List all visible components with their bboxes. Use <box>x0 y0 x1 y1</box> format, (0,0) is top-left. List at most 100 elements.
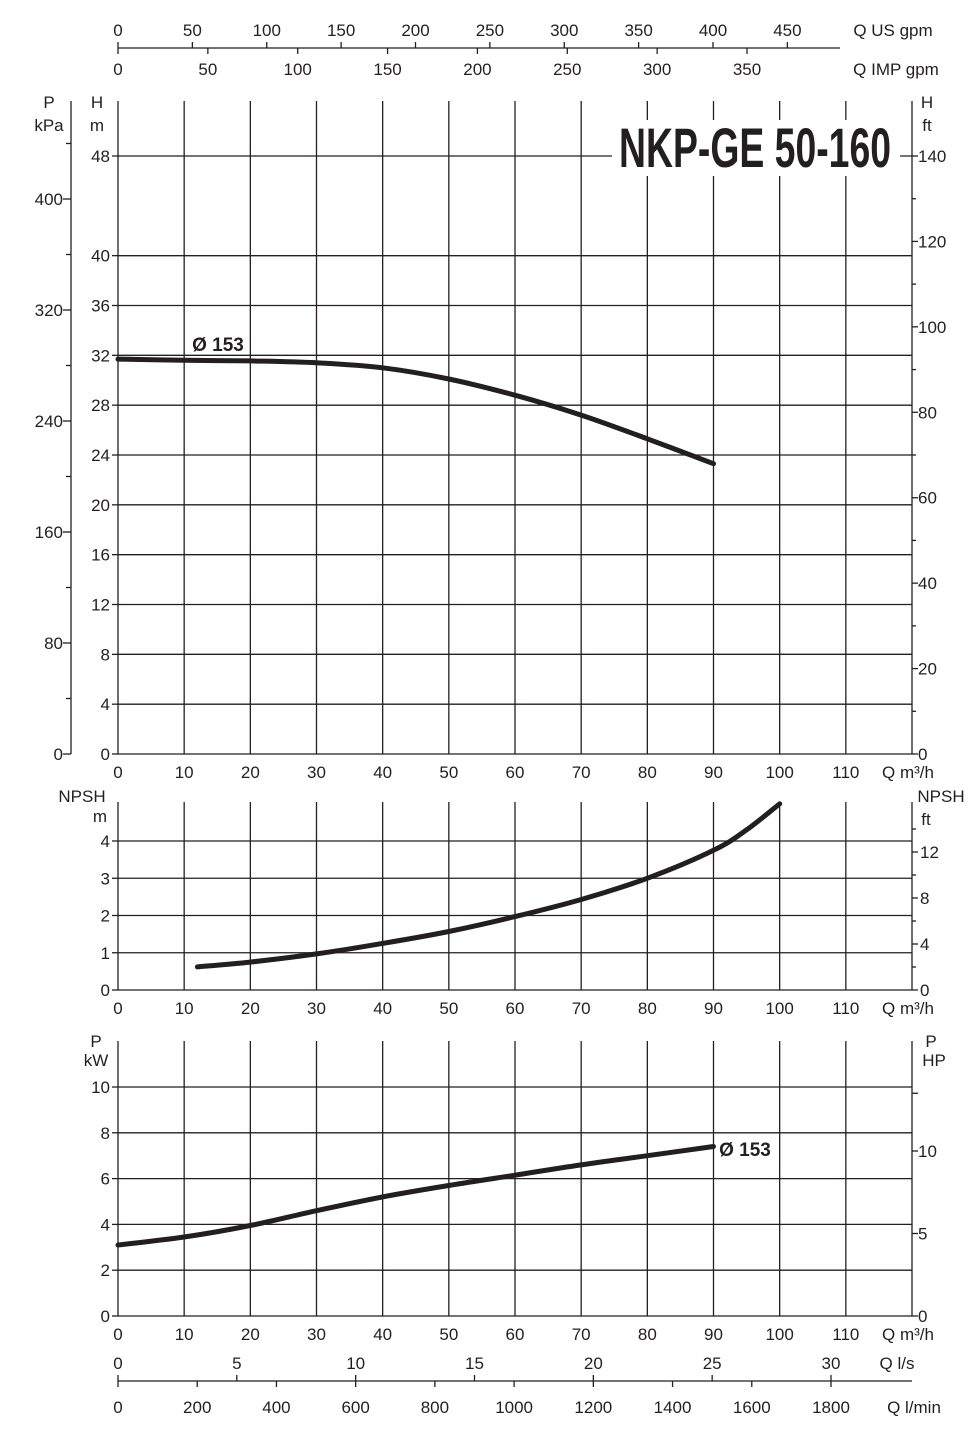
kpa-tick-label: 0 <box>54 745 63 764</box>
npsh-x-tick-label: 20 <box>241 999 260 1018</box>
us-gpm-tick-label: 0 <box>113 21 122 40</box>
power-x-tick-label: 20 <box>241 1325 260 1344</box>
head-x-tick-label: 70 <box>572 763 591 782</box>
power-right-axis-unit: HP <box>922 1051 946 1070</box>
head-y-tick-label: 32 <box>91 346 110 365</box>
npsh-x-tick-label: 110 <box>832 999 859 1018</box>
head-y-tick-label: 40 <box>91 247 110 266</box>
lmin-tick-label: 1000 <box>495 1398 533 1417</box>
ft-tick-label: 80 <box>918 403 937 422</box>
power-x-tick-label: 90 <box>704 1325 723 1344</box>
head-y-tick-label: 28 <box>91 396 110 415</box>
npsh-x-tick-label: 0 <box>113 999 122 1018</box>
npsh-y-tick-label: 2 <box>101 907 110 926</box>
npsh-ft-tick-label: 0 <box>920 981 929 1000</box>
power-y-tick-label: 0 <box>101 1307 110 1326</box>
head-y-tick-label: 20 <box>91 496 110 515</box>
power-y-tick-label: 8 <box>101 1124 110 1143</box>
ft-tick-label: 0 <box>918 745 927 764</box>
head-x-tick-label: 20 <box>241 763 260 782</box>
head-y-tick-label: 48 <box>91 147 110 166</box>
npsh-ft-tick-label: 4 <box>920 935 929 954</box>
imp-gpm-tick-label: 150 <box>373 60 401 79</box>
chart-title: NKP-GE 50-160 <box>619 116 891 179</box>
power-x-tick-label: 30 <box>307 1325 326 1344</box>
power-x-tick-label: 10 <box>175 1325 194 1344</box>
ls-tick-label: 25 <box>703 1354 722 1373</box>
npsh-x-tick-label: 80 <box>638 999 657 1018</box>
imp-gpm-tick-label: 300 <box>643 60 671 79</box>
npsh-left-axis-unit: m <box>93 807 107 826</box>
head-x-tick-label: 80 <box>638 763 657 782</box>
imp-gpm-tick-label: 350 <box>733 60 761 79</box>
npsh-x-tick-label: 30 <box>307 999 326 1018</box>
title-background <box>612 120 900 176</box>
power-left-axis-title: P <box>90 1032 101 1051</box>
lmin-axis-label: Q l/min <box>887 1398 941 1417</box>
npsh-x-tick-label: 40 <box>373 999 392 1018</box>
us-gpm-tick-label: 350 <box>624 21 652 40</box>
imp-gpm-tick-label: 0 <box>113 60 122 79</box>
npsh-right-axis-title: NPSH <box>917 787 964 806</box>
kpa-axis-title: P <box>43 93 54 112</box>
head-y-tick-label: 24 <box>91 446 110 465</box>
imp-gpm-tick-label: 200 <box>463 60 491 79</box>
ls-tick-label: 15 <box>465 1354 484 1373</box>
imp-gpm-tick-label: 50 <box>198 60 217 79</box>
head-x-tick-label: 0 <box>113 763 122 782</box>
axes-layer <box>63 42 918 1387</box>
power-x-tick-label: 60 <box>506 1325 525 1344</box>
ls-tick-label: 20 <box>584 1354 603 1373</box>
power-x-axis-label: Q m³/h <box>882 1325 934 1344</box>
power-right-axis-title: P <box>925 1032 936 1051</box>
ft-tick-label: 60 <box>918 489 937 508</box>
power-y-tick-label: 4 <box>101 1215 110 1234</box>
head-curve <box>115 356 716 467</box>
npsh-x-tick-label: 70 <box>572 999 591 1018</box>
head-y-tick-label: 12 <box>91 596 110 615</box>
hp-tick-label: 5 <box>918 1225 927 1244</box>
head-x-tick-label: 10 <box>175 763 194 782</box>
power-y-tick-label: 2 <box>101 1261 110 1280</box>
lmin-tick-label: 0 <box>113 1398 122 1417</box>
power-x-tick-label: 100 <box>765 1325 793 1344</box>
imp-gpm-tick-label: 250 <box>553 60 581 79</box>
head-x-axis-label: Q m³/h <box>882 763 934 782</box>
npsh-right-axis-unit: ft <box>921 810 931 829</box>
head-curve-label: Ø 153 <box>192 335 244 356</box>
ft-tick-label: 140 <box>918 147 946 166</box>
power-left-axis-unit: kW <box>84 1051 109 1070</box>
kpa-tick-label: 240 <box>35 412 63 431</box>
head-x-tick-label: 90 <box>704 763 723 782</box>
head-axis-title: H <box>91 93 103 112</box>
us-gpm-tick-label: 400 <box>699 21 727 40</box>
power-x-tick-label: 0 <box>113 1325 122 1344</box>
power-y-tick-label: 10 <box>91 1078 110 1097</box>
ls-axis-label: Q l/s <box>880 1354 915 1373</box>
ls-tick-label: 0 <box>113 1354 122 1373</box>
head-x-tick-label: 30 <box>307 763 326 782</box>
us-gpm-axis-label: Q US gpm <box>853 21 932 40</box>
npsh-x-axis-label: Q m³/h <box>882 999 934 1018</box>
head-y-tick-label: 8 <box>101 645 110 664</box>
ft-tick-label: 100 <box>918 318 946 337</box>
head-x-tick-label: 100 <box>765 763 793 782</box>
head-y-tick-label: 16 <box>91 546 110 565</box>
us-gpm-tick-label: 450 <box>773 21 801 40</box>
lmin-tick-label: 1400 <box>654 1398 692 1417</box>
kpa-tick-label: 160 <box>35 523 63 542</box>
npsh-x-tick-label: 90 <box>704 999 723 1018</box>
head-axis-unit: m <box>90 116 104 135</box>
power-y-tick-label: 6 <box>101 1170 110 1189</box>
npsh-y-tick-label: 0 <box>101 981 110 1000</box>
npsh-ft-tick-label: 8 <box>920 889 929 908</box>
ft-tick-label: 20 <box>918 660 937 679</box>
hp-tick-label: 0 <box>918 1307 927 1326</box>
lmin-tick-label: 600 <box>341 1398 369 1417</box>
imp-gpm-tick-label: 100 <box>284 60 312 79</box>
head-x-tick-label: 110 <box>832 763 859 782</box>
npsh-curve <box>194 801 783 970</box>
power-curve <box>115 1144 716 1248</box>
head-x-tick-label: 50 <box>439 763 458 782</box>
